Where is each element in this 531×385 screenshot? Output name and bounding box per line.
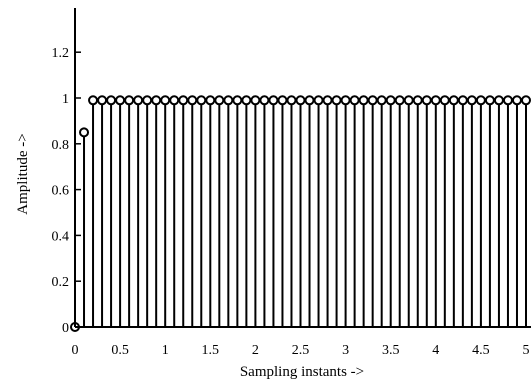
y-tick-label-6: 1.2 <box>52 46 70 61</box>
stem-marker-37 <box>403 95 414 106</box>
x-tick-label-1: 0.5 <box>111 343 129 358</box>
stem-marker-19 <box>241 95 252 106</box>
stem-marker-3 <box>97 95 108 106</box>
stem-marker-18 <box>232 95 243 106</box>
stem-marker-14 <box>196 95 207 106</box>
stem-marker-28 <box>322 95 333 106</box>
stem-marker-30 <box>340 95 351 106</box>
stem-marker-39 <box>421 95 432 106</box>
stem-marker-5 <box>115 95 126 106</box>
stem-marker-46 <box>484 95 495 106</box>
stem-marker-41 <box>439 95 450 106</box>
stem-marker-13 <box>187 95 198 106</box>
stem-marker-47 <box>493 95 504 106</box>
y-tick-label-1: 0.2 <box>52 275 70 290</box>
stem-marker-34 <box>376 95 387 106</box>
y-tick-label-4: 0.8 <box>52 138 70 153</box>
x-tick-label-2: 1 <box>162 343 169 358</box>
stem-marker-25 <box>295 95 306 106</box>
y-tick-label-3: 0.6 <box>52 184 70 199</box>
stem-marker-32 <box>358 95 369 106</box>
stem-marker-36 <box>394 95 405 106</box>
stem-marker-44 <box>466 95 477 106</box>
y-tick-label-0: 0 <box>62 321 69 336</box>
stem-marker-12 <box>178 95 189 106</box>
stem-marker-8 <box>142 95 153 106</box>
stem-marker-4 <box>106 95 117 106</box>
stem-marker-33 <box>367 95 378 106</box>
stem-marker-1 <box>79 127 90 138</box>
markers-layer <box>70 95 531 332</box>
stem-marker-22 <box>268 95 279 106</box>
x-tick-label-6: 3 <box>342 343 349 358</box>
x-tick-label-4: 2 <box>252 343 259 358</box>
x-axis-label: Sampling instants -> <box>240 364 364 380</box>
stem-marker-48 <box>502 95 513 106</box>
stem-marker-31 <box>349 95 360 106</box>
y-tick-label-2: 0.4 <box>52 229 70 244</box>
x-tick-label-10: 5 <box>523 343 530 358</box>
stem-marker-38 <box>412 95 423 106</box>
stem-marker-50 <box>521 95 531 106</box>
ticks-layer: 0 0.5 1 1.5 2 2.5 3 3.5 4 4.5 5 0 0.2 0.4 0.6 0.8 1 1.2 <box>52 46 530 358</box>
stem-marker-21 <box>259 95 270 106</box>
stem-marker-17 <box>223 95 234 106</box>
stem-marker-27 <box>313 95 324 106</box>
stems-layer <box>83 104 527 327</box>
stem-marker-9 <box>151 95 162 106</box>
stem-marker-7 <box>133 95 144 106</box>
y-tick-label-5: 1 <box>62 92 69 107</box>
y-axis-label: Amplitude -> <box>15 133 31 214</box>
stem-marker-2 <box>88 95 99 106</box>
stem-marker-11 <box>169 95 180 106</box>
stem-marker-43 <box>457 95 468 106</box>
x-tick-label-8: 4 <box>432 343 439 358</box>
x-tick-label-0: 0 <box>72 343 79 358</box>
stem-marker-45 <box>475 95 486 106</box>
stem-marker-35 <box>385 95 396 106</box>
stem-marker-42 <box>448 95 459 106</box>
stem-marker-15 <box>205 95 216 106</box>
x-tick-label-9: 4.5 <box>472 343 490 358</box>
stem-marker-6 <box>124 95 135 106</box>
stem-marker-29 <box>331 95 342 106</box>
stem-marker-40 <box>430 95 441 106</box>
x-tick-label-5: 2.5 <box>292 343 310 358</box>
x-tick-label-7: 3.5 <box>382 343 400 358</box>
stem-marker-26 <box>304 95 315 106</box>
stem-marker-24 <box>286 95 297 106</box>
stem-marker-49 <box>511 95 522 106</box>
stem-marker-10 <box>160 95 171 106</box>
stem-marker-23 <box>277 95 288 106</box>
axes-layer <box>74 8 531 328</box>
x-tick-label-3: 1.5 <box>202 343 220 358</box>
stem-marker-16 <box>214 95 225 106</box>
stem-marker-20 <box>250 95 261 106</box>
